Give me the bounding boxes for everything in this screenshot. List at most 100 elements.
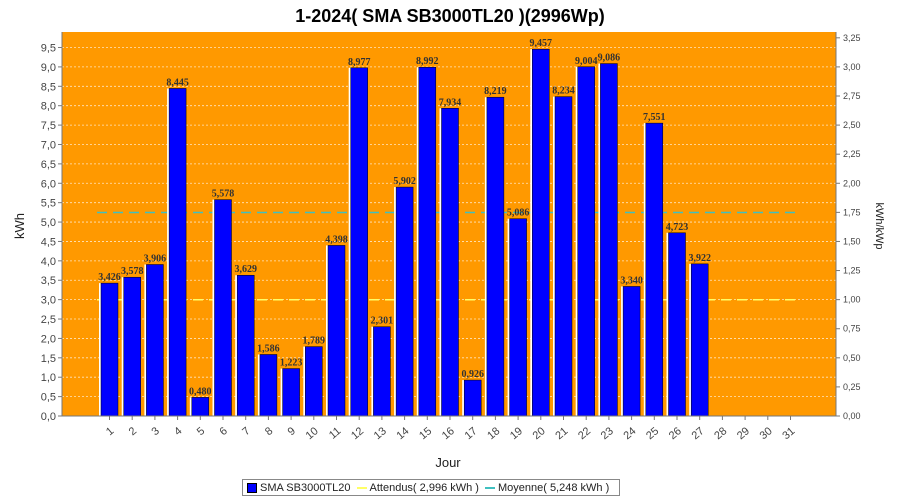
bar-highlight [507, 218, 510, 416]
y-tick-label: 0,5 [41, 392, 56, 404]
bar-highlight [144, 264, 147, 416]
data-label: 1,789 [303, 336, 326, 347]
legend: SMA SB3000TL20 Attendus( 2,996 kWh ) Moy… [242, 479, 621, 496]
y2-tick-label: 0,25 [843, 382, 861, 392]
bar-highlight [484, 97, 487, 416]
y-axis-title: kWh [12, 213, 27, 239]
bar [282, 368, 300, 417]
data-label: 1,223 [280, 358, 303, 369]
bar [418, 66, 437, 417]
data-label: 8,234 [552, 86, 575, 97]
legend-label-expected: Attendus( 2,996 kWh ) [369, 481, 479, 494]
x-tick-label: 22 [576, 425, 593, 442]
data-label: 9,086 [598, 53, 621, 64]
y2-tick-label: 2,75 [843, 91, 861, 101]
data-label: 9,004 [575, 56, 598, 67]
x-tick-label: 18 [485, 425, 502, 442]
y-tick-label: 9,5 [41, 43, 56, 55]
bar-highlight [257, 354, 260, 416]
x-tick-label: 25 [644, 425, 661, 442]
y-tick-label: 7,0 [41, 139, 56, 151]
data-label: 3,906 [144, 253, 167, 264]
bar [373, 326, 391, 417]
bar-highlight [121, 277, 124, 416]
y-tick-label: 8,0 [41, 101, 56, 113]
bar [577, 66, 595, 417]
x-tick-label: 1 [104, 425, 116, 438]
bar [600, 63, 618, 417]
x-tick-label: 26 [667, 425, 684, 442]
data-label: 4,398 [325, 234, 348, 245]
legend-swatch-average [484, 486, 495, 489]
bar [327, 245, 346, 417]
x-tick-label: 4 [172, 425, 184, 438]
x-tick-label: 9 [286, 425, 298, 438]
data-label: 1,586 [257, 343, 280, 354]
bar [441, 108, 459, 417]
y-axis-left: 0,0 0,5 1,0 1,5 2,0 2,5 3,0 3,5 4,0 4,5 5,0 5,5 6,0 6… [41, 32, 63, 423]
bar [395, 186, 414, 417]
bar-highlight [643, 123, 646, 416]
data-label: 8,445 [166, 77, 189, 88]
bar [668, 232, 686, 417]
data-label: 3,578 [121, 266, 144, 277]
y2-tick-label: 1,25 [843, 266, 861, 276]
y-tick-label: 6,0 [41, 178, 56, 190]
bar-highlight [530, 49, 533, 416]
legend-item-expected: Attendus( 2,996 kWh ) [356, 481, 479, 494]
y2-tick-label: 1,00 [843, 295, 861, 305]
y2-tick-label: 2,00 [843, 178, 861, 188]
x-tick-label: 31 [780, 425, 797, 442]
bar-highlight [416, 67, 419, 416]
y-tick-label: 1,0 [41, 372, 56, 384]
x-tick-label: 3 [149, 425, 161, 438]
bar [350, 67, 368, 417]
y-tick-label: 5,5 [41, 198, 56, 210]
x-tick-label: 15 [417, 425, 434, 442]
bar [509, 218, 527, 417]
x-axis-title: Jour [435, 455, 461, 470]
x-tick-label: 12 [349, 425, 366, 442]
bar-highlight [189, 397, 192, 416]
bar [532, 48, 550, 417]
bar-highlight [598, 63, 601, 416]
data-label: 3,629 [234, 264, 257, 275]
x-tick-label: 17 [463, 425, 480, 442]
bar-highlight [462, 380, 465, 416]
y2-tick-label: 0,00 [843, 411, 861, 421]
y-tick-label: 4,0 [41, 256, 56, 268]
x-tick-label: 21 [553, 425, 570, 442]
bar [168, 88, 187, 417]
y-tick-label: 5,0 [41, 217, 56, 229]
bar-highlight [666, 232, 669, 416]
y-tick-label: 2,5 [41, 314, 56, 326]
x-tick-label: 30 [758, 425, 775, 442]
data-label: 7,934 [439, 97, 462, 108]
bar [486, 96, 505, 417]
bar-highlight [235, 275, 238, 416]
y2-tick-label: 3,25 [843, 33, 861, 43]
x-tick-label: 13 [372, 425, 389, 442]
y-tick-label: 8,5 [41, 81, 56, 93]
bar [554, 96, 573, 417]
legend-label-average: Moyenne( 5,248 kWh ) [497, 481, 610, 494]
bar [622, 286, 641, 417]
data-label: 0,480 [189, 386, 212, 397]
y-axis-right: 0,00 0,25 0,50 0,75 1,00 1,25 1,50 1,75 2,00 2,25… [835, 32, 861, 421]
y-tick-label: 9,0 [41, 62, 56, 74]
bar-highlight [689, 263, 692, 416]
legend-swatch-expected [356, 486, 367, 489]
x-tick-label: 10 [304, 425, 321, 442]
bar [236, 274, 255, 417]
x-tick-label: 19 [508, 425, 525, 442]
chart-title: 1-2024( SMA SB3000TL20 )(2996Wp) [295, 6, 604, 26]
data-label: 2,301 [371, 316, 394, 327]
data-label: 8,219 [484, 86, 507, 97]
x-tick-label: 23 [599, 425, 616, 442]
y2-tick-label: 0,50 [843, 353, 861, 363]
x-tick-label: 14 [394, 425, 411, 442]
legend-label-production: SMA SB3000TL20 [260, 481, 351, 494]
x-tick-label: 16 [440, 425, 457, 442]
